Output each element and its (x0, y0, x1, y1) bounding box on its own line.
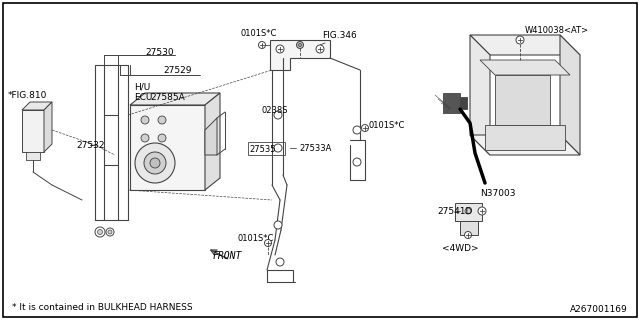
Polygon shape (26, 152, 40, 160)
Polygon shape (485, 125, 565, 150)
Text: 27529: 27529 (163, 66, 191, 75)
Circle shape (264, 239, 271, 246)
Text: *FIG.810: *FIG.810 (8, 91, 47, 100)
Circle shape (106, 228, 114, 236)
Circle shape (158, 134, 166, 142)
Text: A267001169: A267001169 (570, 306, 628, 315)
Text: 27585A: 27585A (150, 92, 185, 101)
Text: 0238S: 0238S (261, 106, 287, 115)
Circle shape (95, 227, 105, 237)
Circle shape (276, 45, 284, 53)
Circle shape (108, 230, 112, 234)
Polygon shape (205, 93, 220, 190)
Circle shape (316, 45, 324, 53)
Polygon shape (560, 35, 580, 155)
Circle shape (296, 42, 303, 49)
Polygon shape (443, 93, 460, 113)
Text: * It is contained in BULKHEAD HARNESS: * It is contained in BULKHEAD HARNESS (12, 303, 193, 313)
Polygon shape (470, 135, 580, 155)
Polygon shape (460, 221, 478, 235)
Polygon shape (22, 102, 52, 110)
Polygon shape (205, 118, 217, 155)
Text: 27533A: 27533A (299, 143, 332, 153)
Circle shape (362, 124, 369, 132)
Circle shape (274, 144, 282, 152)
Circle shape (141, 116, 149, 124)
Circle shape (465, 231, 472, 238)
Circle shape (353, 158, 361, 166)
Text: <4WD>: <4WD> (442, 244, 478, 252)
Circle shape (259, 42, 266, 49)
Polygon shape (480, 60, 570, 75)
Circle shape (276, 258, 284, 266)
Polygon shape (470, 35, 580, 55)
Text: N37003: N37003 (480, 188, 515, 197)
Polygon shape (44, 102, 52, 152)
Polygon shape (495, 75, 550, 125)
Text: 0101S*C: 0101S*C (368, 121, 404, 130)
Text: 27541D: 27541D (437, 206, 472, 215)
Polygon shape (270, 40, 330, 70)
Circle shape (478, 207, 486, 215)
Text: 0101S*C: 0101S*C (237, 234, 273, 243)
Text: FIG.346: FIG.346 (322, 30, 356, 39)
Text: 27530: 27530 (145, 47, 173, 57)
Circle shape (516, 36, 524, 44)
Text: 0101S*C: 0101S*C (240, 28, 276, 37)
Circle shape (141, 134, 149, 142)
Circle shape (353, 126, 361, 134)
Polygon shape (470, 35, 490, 155)
Polygon shape (130, 105, 205, 190)
Text: 27535: 27535 (249, 145, 275, 154)
Polygon shape (130, 93, 220, 105)
Polygon shape (455, 203, 482, 221)
Circle shape (465, 208, 471, 214)
Circle shape (150, 158, 160, 168)
Circle shape (144, 152, 166, 174)
Circle shape (298, 44, 301, 46)
Text: ECU: ECU (134, 92, 152, 101)
Circle shape (97, 229, 102, 235)
Polygon shape (22, 110, 44, 152)
Text: W410038<AT>: W410038<AT> (525, 26, 589, 35)
Text: FRONT: FRONT (213, 251, 243, 261)
Circle shape (274, 111, 282, 119)
Circle shape (158, 116, 166, 124)
Circle shape (274, 221, 282, 229)
Text: 27532: 27532 (76, 140, 104, 149)
Text: H/U: H/U (134, 83, 150, 92)
Polygon shape (460, 97, 467, 109)
Circle shape (135, 143, 175, 183)
